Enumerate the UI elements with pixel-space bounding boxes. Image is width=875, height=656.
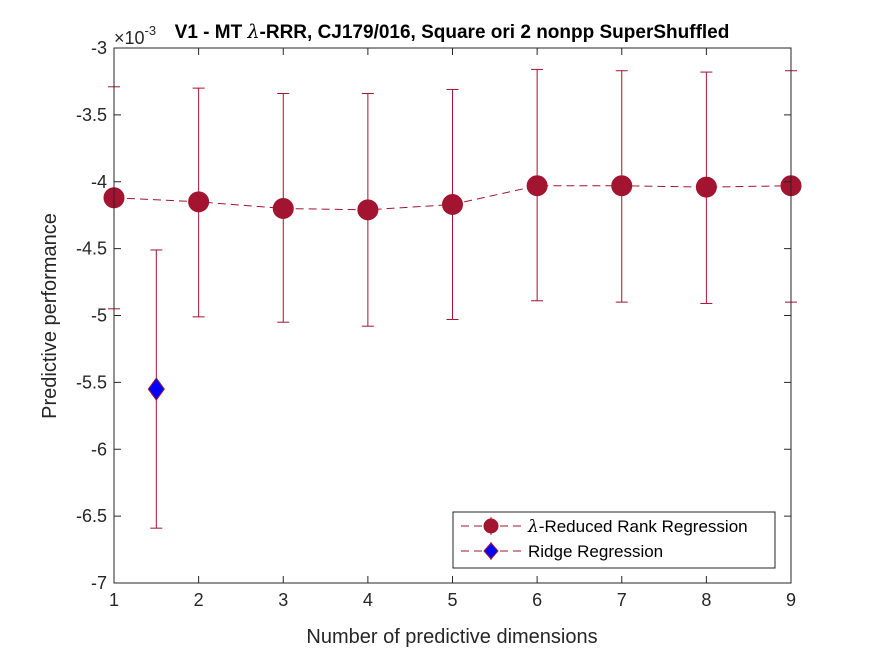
chart-title: V1 - MT λ-RRR, CJ179/016, Square ori 2 n… — [175, 21, 730, 43]
y-axis-label: Predictive performance — [39, 213, 61, 419]
data-point — [442, 193, 463, 215]
y-tick-label: -3.5 — [76, 105, 107, 125]
y-tick-label: -6.5 — [76, 506, 107, 526]
x-tick-label: 3 — [278, 590, 288, 610]
legend-box — [452, 511, 776, 569]
x-tick-label: 9 — [786, 590, 796, 610]
y-tick-label: -6 — [91, 439, 107, 459]
legend-rrr-label: λ-Reduced Rank Regression — [527, 517, 748, 537]
x-axis-label: Number of predictive dimensions — [306, 626, 597, 648]
data-point — [611, 175, 633, 197]
y-tick-label: -5.5 — [76, 372, 107, 392]
y-tick-labels: -7 -6.5 -6 -5.5 -5 -4.5 -4 -3.5 -3 — [76, 38, 107, 593]
axis-ticks — [113, 47, 792, 584]
y-tick-label: -4.5 — [76, 239, 107, 259]
data-point — [357, 199, 379, 221]
x-tick-label: 8 — [701, 590, 711, 610]
x-tick-label: 4 — [363, 590, 373, 610]
legend-ridge-marker — [483, 542, 499, 560]
data-point-diamond — [147, 377, 165, 401]
x-tick-label: 5 — [447, 590, 457, 610]
data-point — [695, 176, 717, 198]
legend-ridge-label: Ridge Regression — [528, 542, 663, 561]
y-tick-label: -4 — [91, 172, 107, 192]
x-tick-label: 2 — [194, 590, 204, 610]
data-point — [526, 175, 548, 197]
y-tick-label: -7 — [91, 573, 107, 593]
data-point — [272, 198, 294, 219]
exponent-label: ×10-3 — [114, 23, 156, 48]
y-tick-label: -5 — [91, 306, 107, 326]
legend: λ-Reduced Rank Regression Ridge Regressi… — [452, 511, 776, 569]
x-tick-label: 6 — [532, 590, 542, 610]
y-tick-label: -3 — [91, 38, 107, 58]
legend-rrr-marker — [483, 518, 499, 534]
x-tick-label: 1 — [109, 590, 119, 610]
data-point — [188, 191, 210, 213]
x-tick-label: 7 — [617, 590, 627, 610]
x-tick-labels: 1 2 3 4 5 6 7 8 9 — [109, 590, 796, 610]
